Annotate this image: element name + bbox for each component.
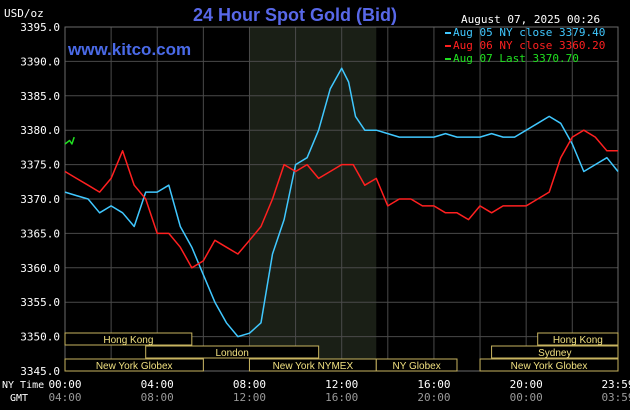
y-tick-label: 3395.0 bbox=[20, 21, 60, 34]
x-tick-label-ny: 23:59 bbox=[601, 378, 630, 391]
y-tick-label: 3385.0 bbox=[20, 90, 60, 103]
y-axis-ticks: 3395.0 3390.0 3385.0 3380.0 3375.0 3370.0 3365… bbox=[20, 21, 60, 378]
x-tick-label-gmt: 08:00 bbox=[141, 391, 174, 404]
session-label: London bbox=[215, 348, 248, 359]
series-line bbox=[64, 67, 619, 338]
session-bar bbox=[64, 332, 193, 346]
x-tick-label-gmt: 20:00 bbox=[417, 391, 450, 404]
session-label: Hong Kong bbox=[103, 335, 153, 346]
legend-marker bbox=[445, 45, 451, 47]
legend-label: Aug 06 NY close 3360.20 bbox=[453, 39, 605, 52]
y-tick-label: 3355.0 bbox=[20, 296, 60, 309]
x-tick-label-ny: 08:00 bbox=[233, 378, 266, 391]
x-tick-label-gmt: 00:00 bbox=[510, 391, 543, 404]
gmt-label: GMT bbox=[10, 393, 28, 404]
session-bar bbox=[491, 345, 619, 359]
y-tick-label: 3360.0 bbox=[20, 262, 60, 275]
ny-time-label: NY Time bbox=[2, 380, 44, 391]
legend-marker bbox=[445, 32, 451, 34]
x-axis-ticks: 00:0004:0004:0008:0008:0012:0012:0016:00… bbox=[48, 378, 630, 404]
x-tick-label-ny: 20:00 bbox=[510, 378, 543, 391]
y-unit-label: USD/oz bbox=[4, 7, 44, 20]
x-tick-label-gmt: 16:00 bbox=[325, 391, 358, 404]
series-line bbox=[64, 129, 618, 269]
session-label: New York Globex bbox=[96, 361, 173, 372]
session-bar bbox=[537, 332, 619, 346]
y-tick-label: 3375.0 bbox=[20, 159, 60, 172]
legend-label: Aug 05 NY close 3379.40 bbox=[453, 26, 605, 39]
y-tick-label: 3390.0 bbox=[20, 55, 60, 68]
session-bar bbox=[375, 358, 458, 372]
x-tick-label-ny: 12:00 bbox=[325, 378, 358, 391]
session-label: New York NYMEX bbox=[273, 361, 354, 372]
session-bar bbox=[64, 358, 204, 372]
grid-lines bbox=[65, 26, 618, 372]
session-label: Sydney bbox=[538, 348, 571, 359]
market-sessions: Hong Kong London New York Globex New York N… bbox=[64, 332, 619, 372]
legend-label: Aug 07 Last 3370.70 bbox=[453, 52, 579, 65]
legend-marker bbox=[445, 58, 451, 60]
y-tick-label: 3350.0 bbox=[20, 331, 60, 344]
x-tick-label-gmt: 04:00 bbox=[48, 391, 81, 404]
x-tick-label-ny: 04:00 bbox=[141, 378, 174, 391]
series-line bbox=[64, 136, 75, 145]
series-lines bbox=[64, 67, 619, 338]
y-tick-label: 3345.0 bbox=[20, 365, 60, 378]
x-tick-label-ny: 16:00 bbox=[417, 378, 450, 391]
session-label: Hong Kong bbox=[553, 335, 603, 346]
y-tick-label: 3365.0 bbox=[20, 227, 60, 240]
y-tick-label: 3380.0 bbox=[20, 124, 60, 137]
y-tick-label: 3370.0 bbox=[20, 193, 60, 206]
x-tick-label-ny: 00:00 bbox=[48, 378, 81, 391]
session-label: New York Globex bbox=[511, 361, 588, 372]
session-bar bbox=[145, 345, 320, 359]
session-bar bbox=[479, 358, 619, 372]
session-label: NY Globex bbox=[393, 361, 441, 372]
chart-title: 24 Hour Spot Gold (Bid) bbox=[193, 5, 397, 25]
chart-timestamp: August 07, 2025 00:26 bbox=[461, 13, 600, 26]
website-watermark: www.kitco.com bbox=[67, 40, 191, 59]
x-tick-label-gmt: 12:00 bbox=[233, 391, 266, 404]
x-tick-label-gmt: 03:59 bbox=[601, 391, 630, 404]
